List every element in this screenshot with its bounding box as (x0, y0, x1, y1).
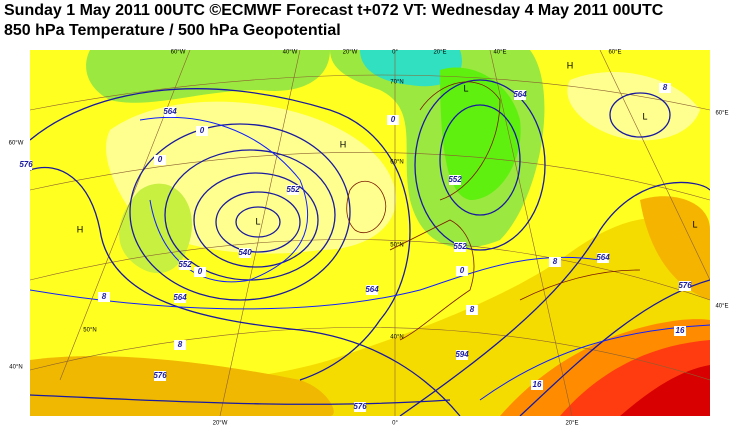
graticule-label: 40°N (390, 335, 403, 341)
graticule-label: 40°W (283, 50, 298, 56)
contour-label: 564 (513, 90, 527, 99)
contour-label: 16 (676, 326, 685, 335)
graticule-label: 60°W (9, 141, 24, 147)
graticule-label: 50°N (83, 328, 96, 334)
graticule-label: 20°E (565, 421, 578, 427)
pressure-center: H (567, 60, 574, 70)
contour-label: 576 (678, 281, 692, 290)
label-box (194, 267, 206, 277)
contour-label: 564 (163, 107, 177, 116)
graticule-label: 40°E (493, 50, 506, 56)
contour-label: 564 (173, 293, 187, 302)
label-box (466, 305, 478, 315)
geopotential-contours (30, 79, 710, 416)
contour-label: 8 (663, 83, 668, 92)
contour-label: 576 (353, 402, 367, 411)
label-box (196, 126, 208, 136)
label-box (679, 281, 691, 291)
contour-label: 552 (453, 242, 467, 251)
label-box (454, 242, 466, 252)
label-box (597, 253, 609, 263)
map-subtitle: 850 hPa Temperature / 500 hPa Geopotenti… (4, 22, 341, 39)
graticule-label: 20°W (343, 50, 358, 56)
label-box (154, 155, 166, 165)
label-box (174, 340, 186, 350)
graticule-label: 60°N (390, 160, 403, 166)
contour-label: 0 (198, 267, 203, 276)
contour-label: 0 (200, 126, 205, 135)
label-box (387, 115, 399, 125)
graticule (30, 50, 710, 416)
graticule-label: 60°E (608, 50, 621, 56)
graticule-label: 50°N (390, 243, 403, 249)
contour-label: 8 (102, 292, 107, 301)
label-box (20, 160, 32, 170)
contour-label: 540 (238, 248, 252, 257)
contour-label: 564 (596, 253, 610, 262)
contour-label: 552 (286, 185, 300, 194)
graticule-label: 60°E (715, 111, 728, 117)
contour-label: 0 (460, 266, 465, 275)
label-box (449, 175, 461, 185)
graticule-label: 40°N (9, 365, 22, 371)
graticule-label: 60°W (171, 50, 186, 56)
contour-label: 8 (178, 340, 183, 349)
label-box (659, 83, 671, 93)
pressure-center: H (340, 139, 347, 149)
label-box (549, 257, 561, 267)
label-box (179, 260, 191, 270)
graticule-label: 20°E (433, 50, 446, 56)
contour-label: 8 (553, 257, 558, 266)
coastlines (346, 81, 641, 341)
label-box (456, 350, 468, 360)
contour-label: 552 (448, 175, 462, 184)
pressure-center: L (642, 111, 647, 121)
contour-label: 0 (391, 115, 396, 124)
pressure-center: L (255, 216, 260, 226)
label-box (98, 292, 110, 302)
graticule-label: 40°E (715, 304, 728, 310)
label-box (674, 326, 686, 336)
contour-label: 0 (158, 155, 163, 164)
temperature-field (30, 50, 710, 416)
pressure-center: H (77, 224, 84, 234)
label-box (354, 402, 366, 412)
label-box (154, 371, 166, 381)
label-box (531, 380, 543, 390)
contour-label: 16 (533, 380, 542, 389)
label-box (239, 248, 251, 258)
graticule-label: 0° (392, 50, 398, 56)
pressure-center: L (463, 83, 468, 93)
contour-label: 552 (178, 260, 192, 269)
label-box (456, 266, 468, 276)
contour-label: 576 (19, 160, 33, 169)
label-box (287, 185, 299, 195)
pressure-center: L (692, 219, 697, 229)
graticule-label: 20°W (213, 421, 228, 427)
label-box (164, 107, 176, 117)
label-box (514, 90, 526, 100)
contour-label: 8 (470, 305, 475, 314)
label-box (366, 285, 378, 295)
contour-label: 564 (365, 285, 379, 294)
graticule-label: 0° (392, 421, 398, 427)
label-box (174, 293, 186, 303)
contour-label: 594 (455, 350, 469, 359)
map-title: Sunday 1 May 2011 00UTC ©ECMWF Forecast … (4, 2, 664, 19)
contour-label: 576 (153, 371, 167, 380)
graticule-label: 70°N (390, 80, 403, 86)
